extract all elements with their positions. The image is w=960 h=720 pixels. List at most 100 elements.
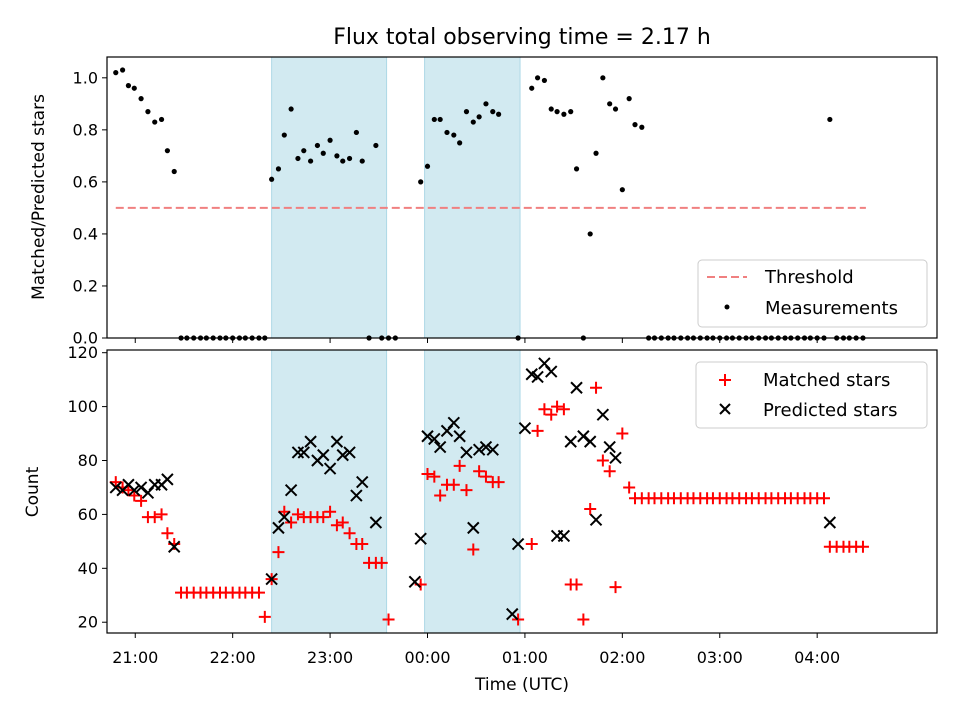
measurement-point bbox=[607, 101, 612, 106]
y-tick-label: 60 bbox=[78, 505, 98, 524]
matched-star-point bbox=[558, 403, 570, 415]
top-legend: Threshold Measurements bbox=[698, 260, 927, 327]
x-axis-label: Time (UTC) bbox=[474, 675, 569, 695]
x-tick-label: 03:00 bbox=[697, 648, 743, 667]
legend-matched-label: Matched stars bbox=[763, 370, 890, 391]
matched-star-point bbox=[253, 587, 265, 599]
measurement-point bbox=[620, 187, 625, 192]
predicted-star-point bbox=[610, 452, 621, 463]
measurement-point bbox=[477, 114, 482, 119]
predicted-star-point bbox=[546, 366, 557, 377]
matched-star-point bbox=[584, 503, 596, 515]
measurement-point bbox=[334, 153, 339, 158]
measurement-point bbox=[360, 158, 365, 163]
matched-star-point bbox=[818, 492, 830, 504]
shaded-region bbox=[425, 350, 520, 633]
measurement-point bbox=[483, 101, 488, 106]
shaded-region bbox=[272, 57, 387, 338]
matched-star-point bbox=[577, 614, 589, 626]
x-tick-label: 01:00 bbox=[502, 648, 548, 667]
y-tick-label: 40 bbox=[78, 559, 98, 578]
top-shaded-regions bbox=[272, 57, 520, 338]
y-tick-label: 0.2 bbox=[73, 276, 98, 295]
measurement-point bbox=[327, 138, 332, 143]
predicted-star-point bbox=[558, 530, 569, 541]
y-tick-label: 120 bbox=[67, 343, 98, 362]
y-tick-label: 0.4 bbox=[73, 224, 98, 243]
measurement-point bbox=[432, 117, 437, 122]
measurement-point bbox=[490, 109, 495, 114]
measurement-point bbox=[496, 112, 501, 117]
measurement-point bbox=[457, 140, 462, 145]
predicted-star-point bbox=[591, 514, 602, 525]
x-tick-label: 02:00 bbox=[599, 648, 645, 667]
legend-predicted-label: Predicted stars bbox=[763, 400, 897, 421]
predicted-star-point bbox=[585, 436, 596, 447]
top-y-ticks: 0.00.20.40.60.81.0 bbox=[73, 68, 107, 347]
matched-star-point bbox=[616, 428, 628, 440]
matched-star-point bbox=[149, 511, 161, 523]
matched-star-point bbox=[857, 541, 869, 553]
measurement-point bbox=[451, 132, 456, 137]
measurement-point bbox=[554, 109, 559, 114]
predicted-star-point bbox=[409, 576, 420, 587]
x-tick-label: 00:00 bbox=[404, 648, 450, 667]
predicted-star-point bbox=[604, 442, 615, 453]
legend-threshold-label: Threshold bbox=[764, 267, 854, 288]
top-panel: 0.0 0.2 0.4 0.6 0.8 1.0 Matched/Predicted sta… bbox=[29, 57, 937, 348]
y-tick-label: 1.0 bbox=[73, 68, 98, 87]
top-y-axis-label: Matched/Predicted stars bbox=[29, 94, 49, 300]
measurement-point bbox=[340, 158, 345, 163]
measurement-point bbox=[289, 106, 294, 111]
y-tick-label: 20 bbox=[78, 613, 98, 632]
predicted-star-point bbox=[578, 431, 589, 442]
bottom-shaded-regions bbox=[272, 350, 520, 633]
matched-star-point bbox=[545, 409, 557, 421]
measurement-point bbox=[159, 117, 164, 122]
y-tick-label: 100 bbox=[67, 397, 98, 416]
measurement-point bbox=[464, 109, 469, 114]
measurement-point bbox=[535, 75, 540, 80]
measurement-point bbox=[276, 166, 281, 171]
y-tick-label: 80 bbox=[78, 451, 98, 470]
legend-measurements-label: Measurements bbox=[765, 298, 898, 319]
measurement-point bbox=[295, 156, 300, 161]
bottom-y-axis-label: Count bbox=[23, 466, 43, 517]
measurement-point bbox=[120, 67, 125, 72]
matched-star-point bbox=[259, 611, 271, 623]
predicted-star-point bbox=[597, 409, 608, 420]
matched-star-point bbox=[571, 578, 583, 590]
matched-star-point bbox=[532, 425, 544, 437]
measurement-point bbox=[542, 78, 547, 83]
measurement-point bbox=[438, 117, 443, 122]
measurement-point bbox=[113, 70, 118, 75]
measurement-point bbox=[126, 83, 131, 88]
matched-star-point bbox=[597, 455, 609, 467]
matched-star-point bbox=[610, 581, 622, 593]
matched-star-point bbox=[161, 527, 173, 539]
predicted-star-point bbox=[571, 382, 582, 393]
measurement-point bbox=[152, 119, 157, 124]
measurement-point bbox=[568, 109, 573, 114]
shaded-region bbox=[425, 57, 520, 338]
matched-star-point bbox=[551, 401, 563, 413]
measurement-point bbox=[600, 75, 605, 80]
bottom-y-ticks: 20 40 60 80 100 120 bbox=[67, 343, 107, 632]
x-tick-label: 22:00 bbox=[210, 648, 256, 667]
measurement-point bbox=[529, 86, 534, 91]
measurement-point bbox=[425, 164, 430, 169]
measurement-point bbox=[308, 158, 313, 163]
measurement-point bbox=[172, 169, 177, 174]
measurement-point bbox=[301, 148, 306, 153]
measurement-point bbox=[549, 106, 554, 111]
measurement-point bbox=[321, 151, 326, 156]
matched-star-point bbox=[623, 481, 635, 493]
matched-star-point bbox=[156, 508, 168, 520]
measurement-point bbox=[132, 86, 137, 91]
measurement-point bbox=[471, 119, 476, 124]
predicted-star-point bbox=[519, 423, 530, 434]
measurement-point bbox=[444, 130, 449, 135]
bottom-x-ticks: 21:00 22:00 23:00 00:00 01:00 02:00 03:00 04:00 bbox=[112, 633, 840, 667]
chart-title: Flux total observing time = 2.17 h bbox=[333, 25, 711, 50]
measurement-point bbox=[627, 96, 632, 101]
